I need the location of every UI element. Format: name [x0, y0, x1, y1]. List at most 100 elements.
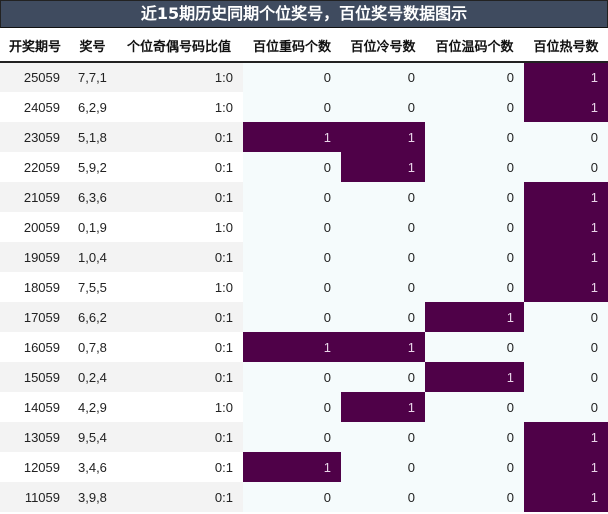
number-cell: 7,5,5	[70, 272, 115, 302]
number-cell: 1,0,4	[70, 242, 115, 272]
hot-count-cell: 0	[524, 302, 608, 332]
header-row: 开奖期号 奖号 个位奇偶号码比值 百位重码个数 百位冷号数 百位温码个数 百位热…	[0, 30, 608, 63]
issue-cell: 21059	[0, 182, 70, 212]
table-row: 17059 6,6,2 0:1 0 0 1 0	[0, 302, 608, 332]
table-row: 25059 7,7,1 1:0 0 0 0 1	[0, 62, 608, 92]
table-row: 13059 9,5,4 0:1 0 0 0 1	[0, 422, 608, 452]
col-header-warm: 百位温码个数	[425, 30, 524, 63]
number-cell: 3,9,8	[70, 482, 115, 512]
ratio-cell: 1:0	[115, 272, 243, 302]
table-title: 近15期历史同期个位奖号，百位奖号数据图示	[0, 0, 608, 28]
number-cell: 5,1,8	[70, 122, 115, 152]
repeat-count-cell: 0	[243, 242, 341, 272]
data-table: 开奖期号 奖号 个位奇偶号码比值 百位重码个数 百位冷号数 百位温码个数 百位热…	[0, 30, 608, 512]
warm-count-cell: 0	[425, 482, 524, 512]
number-cell: 0,7,8	[70, 332, 115, 362]
number-cell: 0,2,4	[70, 362, 115, 392]
issue-cell: 12059	[0, 452, 70, 482]
repeat-count-cell: 0	[243, 362, 341, 392]
table-row: 20059 0,1,9 1:0 0 0 0 1	[0, 212, 608, 242]
table-row: 16059 0,7,8 0:1 1 1 0 0	[0, 332, 608, 362]
cold-count-cell: 0	[341, 272, 425, 302]
repeat-count-cell: 0	[243, 62, 341, 92]
warm-count-cell: 0	[425, 332, 524, 362]
col-header-hot: 百位热号数	[524, 30, 608, 63]
number-cell: 5,9,2	[70, 152, 115, 182]
table-row: 14059 4,2,9 1:0 0 1 0 0	[0, 392, 608, 422]
table-row: 15059 0,2,4 0:1 0 0 1 0	[0, 362, 608, 392]
warm-count-cell: 0	[425, 272, 524, 302]
repeat-count-cell: 0	[243, 392, 341, 422]
hot-count-cell: 0	[524, 332, 608, 362]
ratio-cell: 0:1	[115, 182, 243, 212]
hot-count-cell: 1	[524, 452, 608, 482]
warm-count-cell: 0	[425, 92, 524, 122]
issue-cell: 22059	[0, 152, 70, 182]
warm-count-cell: 0	[425, 212, 524, 242]
cold-count-cell: 1	[341, 122, 425, 152]
number-cell: 9,5,4	[70, 422, 115, 452]
ratio-cell: 0:1	[115, 452, 243, 482]
ratio-cell: 1:0	[115, 212, 243, 242]
warm-count-cell: 0	[425, 392, 524, 422]
ratio-cell: 1:0	[115, 392, 243, 422]
number-cell: 0,1,9	[70, 212, 115, 242]
cold-count-cell: 0	[341, 482, 425, 512]
repeat-count-cell: 0	[243, 152, 341, 182]
cold-count-cell: 0	[341, 362, 425, 392]
issue-cell: 13059	[0, 422, 70, 452]
repeat-count-cell: 0	[243, 92, 341, 122]
issue-cell: 15059	[0, 362, 70, 392]
table-row: 11059 3,9,8 0:1 0 0 0 1	[0, 482, 608, 512]
col-header-cold: 百位冷号数	[341, 30, 425, 63]
table-row: 18059 7,5,5 1:0 0 0 0 1	[0, 272, 608, 302]
warm-count-cell: 0	[425, 152, 524, 182]
hot-count-cell: 1	[524, 242, 608, 272]
table-row: 23059 5,1,8 0:1 1 1 0 0	[0, 122, 608, 152]
hot-count-cell: 0	[524, 392, 608, 422]
issue-cell: 14059	[0, 392, 70, 422]
cold-count-cell: 1	[341, 332, 425, 362]
ratio-cell: 1:0	[115, 92, 243, 122]
issue-cell: 19059	[0, 242, 70, 272]
cold-count-cell: 0	[341, 212, 425, 242]
repeat-count-cell: 1	[243, 122, 341, 152]
ratio-cell: 0:1	[115, 302, 243, 332]
number-cell: 6,3,6	[70, 182, 115, 212]
repeat-count-cell: 0	[243, 482, 341, 512]
hot-count-cell: 1	[524, 272, 608, 302]
repeat-count-cell: 0	[243, 272, 341, 302]
table-row: 12059 3,4,6 0:1 1 0 0 1	[0, 452, 608, 482]
cold-count-cell: 0	[341, 182, 425, 212]
issue-cell: 25059	[0, 62, 70, 92]
repeat-count-cell: 0	[243, 302, 341, 332]
ratio-cell: 0:1	[115, 122, 243, 152]
warm-count-cell: 0	[425, 242, 524, 272]
hot-count-cell: 1	[524, 422, 608, 452]
repeat-count-cell: 0	[243, 212, 341, 242]
cold-count-cell: 0	[341, 242, 425, 272]
issue-cell: 20059	[0, 212, 70, 242]
hot-count-cell: 1	[524, 62, 608, 92]
hot-count-cell: 1	[524, 92, 608, 122]
issue-cell: 18059	[0, 272, 70, 302]
number-cell: 4,2,9	[70, 392, 115, 422]
cold-count-cell: 1	[341, 392, 425, 422]
warm-count-cell: 0	[425, 182, 524, 212]
number-cell: 3,4,6	[70, 452, 115, 482]
warm-count-cell: 0	[425, 452, 524, 482]
ratio-cell: 0:1	[115, 482, 243, 512]
cold-count-cell: 0	[341, 422, 425, 452]
issue-cell: 24059	[0, 92, 70, 122]
ratio-cell: 0:1	[115, 422, 243, 452]
cold-count-cell: 1	[341, 152, 425, 182]
col-header-issue: 开奖期号	[0, 30, 70, 63]
hot-count-cell: 1	[524, 182, 608, 212]
table-row: 24059 6,2,9 1:0 0 0 0 1	[0, 92, 608, 122]
repeat-count-cell: 1	[243, 452, 341, 482]
warm-count-cell: 0	[425, 122, 524, 152]
number-cell: 6,6,2	[70, 302, 115, 332]
cold-count-cell: 0	[341, 92, 425, 122]
warm-count-cell: 0	[425, 62, 524, 92]
repeat-count-cell: 0	[243, 182, 341, 212]
